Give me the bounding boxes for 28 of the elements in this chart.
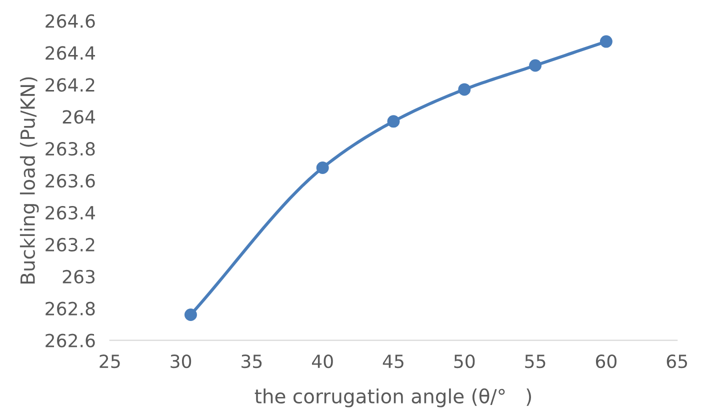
y-tick-label: 264.6 xyxy=(46,14,95,28)
x-tick-label: 50 xyxy=(454,354,475,368)
x-tick-label: 35 xyxy=(242,354,262,368)
x-tick-label: 60 xyxy=(596,354,616,368)
x-tick-label: 25 xyxy=(100,354,120,368)
y-tick-label: 264 xyxy=(62,110,95,124)
point xyxy=(458,83,471,96)
y-tick-label: 262.6 xyxy=(46,334,95,348)
point xyxy=(529,59,542,72)
point xyxy=(184,308,197,321)
y-tick-label: 263.4 xyxy=(46,206,95,220)
y-tick-label: 263 xyxy=(62,270,95,284)
y-tick-label: 263.6 xyxy=(46,174,95,188)
x-tick-label: 30 xyxy=(170,354,192,368)
x-tick-label: 45 xyxy=(382,354,404,368)
x-tick-label: 65 xyxy=(666,354,688,368)
y-tick-label: 263.8 xyxy=(46,142,95,156)
x-tick-label: 55 xyxy=(525,354,546,368)
point xyxy=(387,115,400,128)
point xyxy=(316,161,329,174)
y-tick-label: 263.2 xyxy=(46,238,94,252)
point xyxy=(600,35,612,48)
y-tick-label: 264.2 xyxy=(46,78,94,92)
x-tick-label: 40 xyxy=(312,354,333,368)
y-axis-title: Buckling load (Pu/KN) xyxy=(20,77,39,284)
y-tick-label: 262.8 xyxy=(46,302,95,316)
x-axis-title: the corrugation angle (θ/° ) xyxy=(254,388,531,408)
y-tick-label: 264.4 xyxy=(46,46,95,60)
